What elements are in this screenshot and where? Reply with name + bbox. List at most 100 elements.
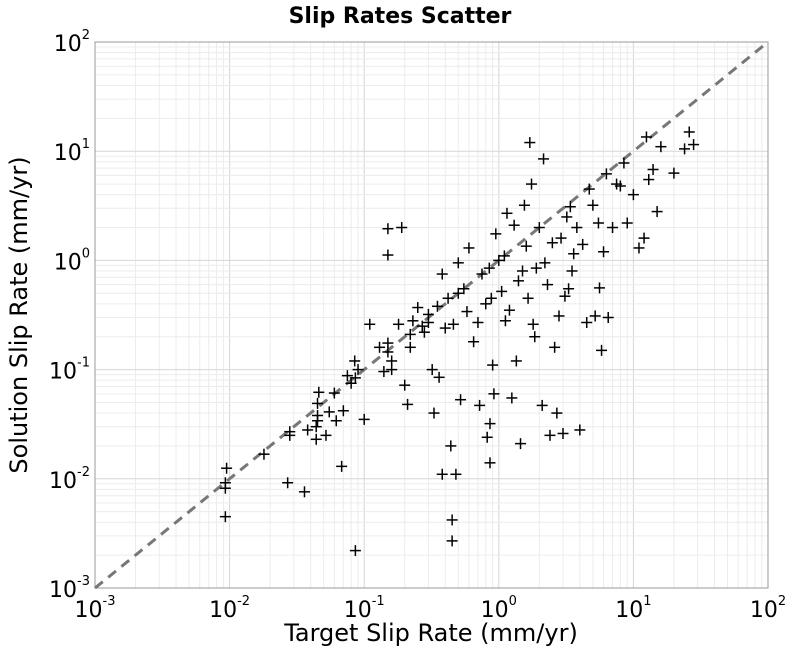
data-point bbox=[688, 139, 700, 151]
data-point bbox=[463, 242, 475, 254]
chart-title: Slip Rates Scatter bbox=[289, 4, 512, 29]
data-point bbox=[607, 222, 619, 234]
data-point bbox=[461, 306, 473, 318]
data-point bbox=[476, 268, 488, 280]
data-point bbox=[647, 163, 659, 175]
data-point bbox=[533, 222, 545, 234]
data-point bbox=[422, 308, 434, 320]
data-point bbox=[651, 206, 663, 218]
data-point bbox=[337, 405, 349, 417]
y-tick-label: 100 bbox=[54, 246, 90, 275]
data-point bbox=[544, 429, 556, 441]
data-point bbox=[679, 143, 691, 155]
data-point bbox=[418, 326, 430, 338]
data-point bbox=[589, 310, 601, 322]
data-point bbox=[431, 300, 443, 312]
data-point bbox=[404, 328, 416, 340]
data-point bbox=[557, 427, 569, 439]
data-point bbox=[627, 189, 639, 201]
data-point bbox=[602, 311, 614, 323]
y-tick-label: 102 bbox=[54, 28, 90, 57]
data-point bbox=[581, 316, 593, 328]
x-tick-label: 101 bbox=[615, 594, 651, 623]
x-tick-label: 10-3 bbox=[75, 594, 116, 623]
data-point bbox=[683, 126, 695, 138]
data-point bbox=[484, 418, 496, 430]
data-point bbox=[328, 387, 340, 399]
data-point bbox=[483, 262, 495, 274]
data-point bbox=[551, 407, 563, 419]
y-axis-label: Solution Slip Rate (mm/yr) bbox=[5, 156, 33, 473]
data-point bbox=[536, 399, 548, 411]
data-point bbox=[323, 406, 335, 418]
data-point bbox=[436, 468, 448, 480]
data-point bbox=[382, 223, 394, 235]
data-point bbox=[503, 304, 515, 316]
data-point bbox=[433, 371, 445, 383]
x-tick-label: 10-2 bbox=[209, 594, 250, 623]
data-point bbox=[563, 283, 575, 295]
data-point bbox=[439, 322, 451, 334]
data-point bbox=[378, 366, 390, 378]
data-point bbox=[496, 285, 508, 297]
data-point bbox=[553, 310, 565, 322]
data-point bbox=[640, 131, 652, 143]
data-point bbox=[638, 232, 650, 244]
data-point bbox=[594, 282, 606, 294]
data-point bbox=[546, 237, 558, 249]
plot-frame bbox=[94, 41, 769, 589]
data-point bbox=[506, 392, 518, 404]
x-tick-label: 102 bbox=[750, 594, 786, 623]
data-point bbox=[577, 238, 589, 250]
data-point bbox=[474, 399, 486, 411]
data-point bbox=[349, 355, 361, 367]
data-point bbox=[312, 409, 324, 421]
data-point bbox=[498, 250, 510, 262]
data-point bbox=[501, 207, 513, 219]
data-point bbox=[555, 232, 567, 244]
data-point bbox=[493, 254, 505, 266]
y-tick-label: 101 bbox=[54, 137, 90, 166]
x-tick-label: 10-1 bbox=[344, 594, 385, 623]
data-point bbox=[598, 246, 610, 258]
data-point bbox=[298, 486, 310, 498]
data-point bbox=[219, 477, 231, 489]
data-point bbox=[221, 462, 233, 474]
data-point bbox=[313, 386, 325, 398]
data-point bbox=[341, 370, 353, 382]
data-point bbox=[446, 535, 458, 547]
data-point bbox=[404, 341, 416, 353]
data-point bbox=[510, 355, 522, 367]
data-point bbox=[396, 222, 408, 234]
data-point bbox=[564, 201, 576, 213]
data-point bbox=[480, 298, 492, 310]
data-point bbox=[447, 318, 459, 330]
data-point bbox=[538, 153, 550, 165]
data-point bbox=[559, 290, 571, 302]
data-point bbox=[352, 364, 364, 376]
data-point bbox=[522, 292, 534, 304]
data-point bbox=[488, 388, 500, 400]
data-point bbox=[364, 318, 376, 330]
data-point bbox=[527, 318, 539, 330]
data-point bbox=[468, 336, 480, 348]
data-point bbox=[524, 137, 536, 149]
data-point bbox=[386, 355, 398, 367]
data-point bbox=[499, 315, 511, 327]
data-point bbox=[517, 265, 529, 277]
data-point bbox=[571, 222, 583, 234]
data-point bbox=[446, 514, 458, 526]
data-point bbox=[614, 180, 626, 192]
data-point bbox=[566, 265, 578, 277]
data-point bbox=[399, 379, 411, 391]
data-point bbox=[442, 292, 454, 304]
data-point bbox=[310, 433, 322, 445]
data-point bbox=[412, 302, 424, 314]
data-point bbox=[515, 438, 527, 450]
data-point bbox=[508, 219, 520, 231]
data-point bbox=[445, 440, 457, 452]
data-point bbox=[518, 199, 530, 211]
data-point bbox=[668, 167, 680, 179]
data-point bbox=[310, 421, 322, 433]
